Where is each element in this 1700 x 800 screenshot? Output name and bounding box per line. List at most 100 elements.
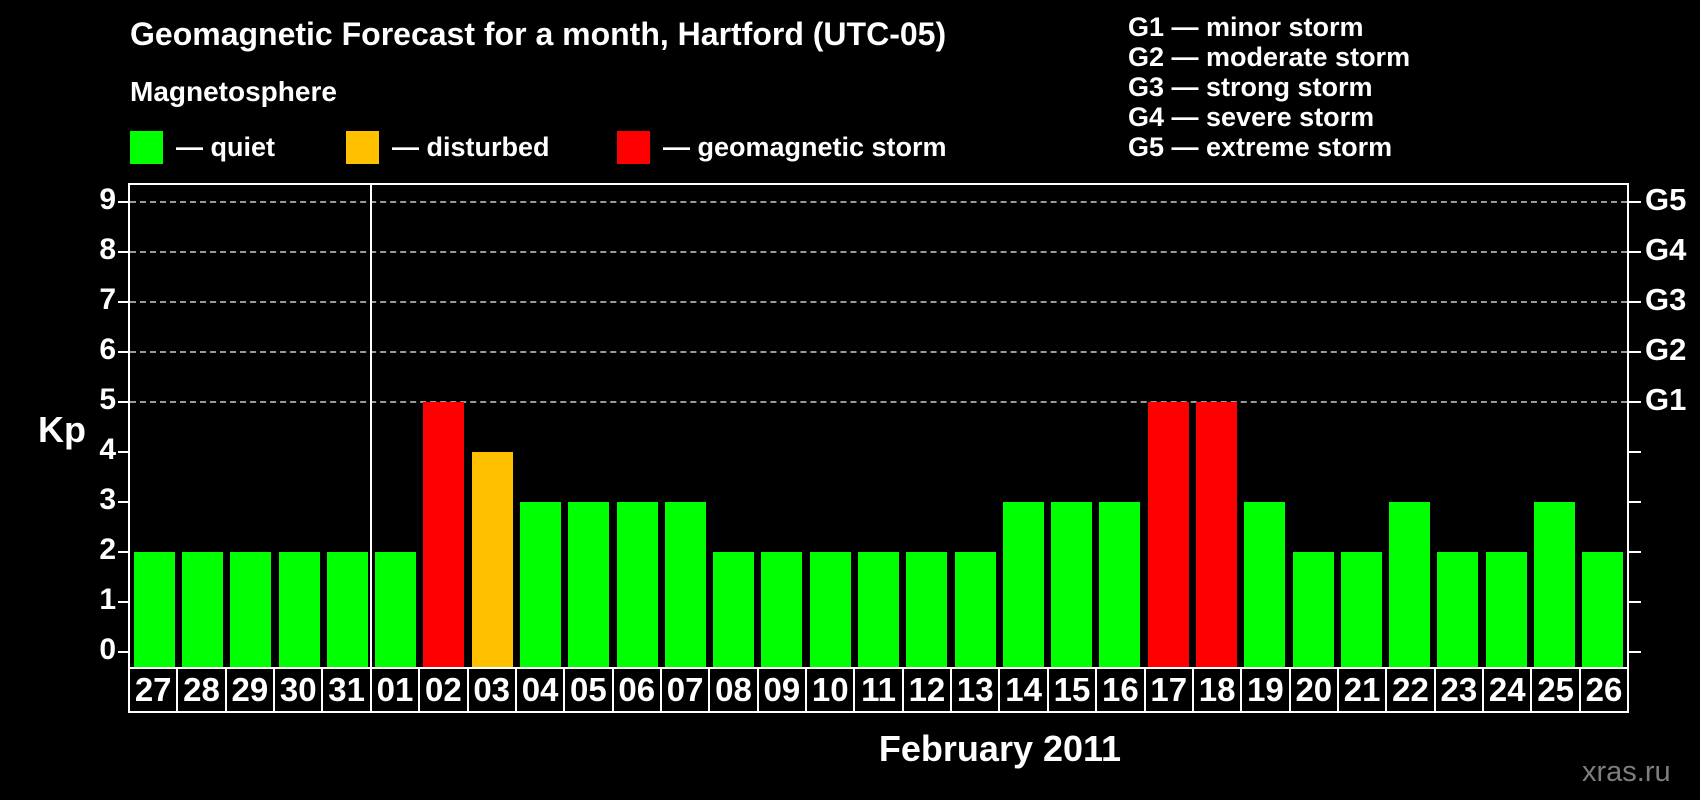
y-axis-tick bbox=[118, 500, 128, 503]
g-scale-line: G2 — moderate storm bbox=[1128, 42, 1411, 72]
month-separator-line bbox=[370, 185, 373, 669]
day-label-cell: 26 bbox=[1578, 667, 1630, 713]
storm-swatch-icon bbox=[617, 131, 650, 164]
y-tick-label: 1 bbox=[99, 582, 116, 616]
kp-bar-day-21 bbox=[1340, 551, 1382, 669]
y-tick-label: 8 bbox=[99, 233, 116, 267]
day-label-cell: 09 bbox=[756, 667, 808, 713]
y-axis-tick bbox=[1629, 650, 1641, 653]
day-label-cell: 17 bbox=[1143, 667, 1194, 713]
disturbed-swatch-icon bbox=[346, 131, 379, 164]
gridline-kp-5 bbox=[130, 401, 1627, 404]
right-axis-label-g2: G2 bbox=[1645, 332, 1687, 368]
kp-bar-day-04 bbox=[519, 501, 561, 669]
y-axis-label: Kp bbox=[38, 409, 86, 450]
kp-bar-day-20 bbox=[1292, 551, 1334, 669]
kp-bar-day-26 bbox=[1582, 551, 1624, 669]
right-axis-label-g4: G4 bbox=[1645, 232, 1687, 268]
y-axis-tick bbox=[1629, 600, 1641, 603]
day-label-cell: 22 bbox=[1385, 667, 1436, 713]
kp-bar-day-18 bbox=[1196, 402, 1238, 669]
kp-bar-day-30 bbox=[278, 551, 320, 669]
y-axis-tick bbox=[1629, 201, 1641, 204]
y-axis-tick bbox=[1629, 351, 1641, 354]
day-label-cell: 25 bbox=[1530, 667, 1581, 713]
y-tick-label: 6 bbox=[99, 333, 116, 367]
day-label-cell: 01 bbox=[369, 667, 421, 713]
y-axis-tick bbox=[1629, 500, 1641, 503]
legend-item-storm: — geomagnetic storm bbox=[617, 131, 947, 164]
day-label-cell: 04 bbox=[514, 667, 566, 713]
kp-bar-day-28 bbox=[181, 551, 223, 669]
day-label-cell: 19 bbox=[1240, 667, 1291, 713]
legend-item-label: — geomagnetic storm bbox=[663, 132, 947, 162]
day-label-cell: 02 bbox=[418, 667, 469, 713]
day-label-cell: 29 bbox=[224, 667, 276, 713]
right-axis-label-g3: G3 bbox=[1645, 282, 1687, 318]
y-axis-tick bbox=[1629, 450, 1641, 453]
y-axis-tick bbox=[1629, 550, 1641, 553]
day-label-cell: 14 bbox=[998, 667, 1049, 713]
kp-bar-day-09 bbox=[761, 551, 803, 669]
g-scale-line: G4 — severe storm bbox=[1128, 102, 1375, 132]
day-label-cell: 03 bbox=[466, 667, 517, 713]
day-label-row: 27 28 29 30 31 01 02 03 04 05 06 07 08 09 10 11 12 13 14 15… bbox=[128, 667, 1630, 713]
kp-bar-day-16 bbox=[1099, 501, 1141, 669]
y-axis-tick bbox=[118, 401, 128, 404]
kp-bar-day-10 bbox=[809, 551, 851, 669]
kp-bar-day-14 bbox=[1002, 501, 1044, 669]
g-scale-line: G1 — minor storm bbox=[1128, 12, 1364, 42]
day-label-cell: 13 bbox=[950, 667, 1001, 713]
kp-bar-day-25 bbox=[1534, 501, 1576, 669]
y-axis-tick bbox=[118, 600, 128, 603]
y-axis-tick bbox=[118, 450, 128, 453]
kp-bar-day-06 bbox=[616, 501, 658, 669]
gridline-kp-9 bbox=[130, 201, 1627, 204]
y-tick-label: 2 bbox=[99, 532, 116, 566]
day-label-cell: 27 bbox=[128, 667, 179, 713]
kp-bar-day-19 bbox=[1244, 501, 1286, 669]
y-axis-tick bbox=[1629, 251, 1641, 254]
legend-item-quiet: — quiet bbox=[130, 131, 275, 164]
right-axis-label-g5: G5 bbox=[1645, 182, 1687, 218]
chart-title: Geomagnetic Forecast for a month, Hartfo… bbox=[130, 16, 947, 52]
gridline-kp-7 bbox=[130, 301, 1627, 304]
kp-bar-day-24 bbox=[1485, 551, 1527, 669]
watermark: xras.ru bbox=[1582, 756, 1671, 788]
y-axis-tick bbox=[1629, 401, 1641, 404]
day-label-cell: 10 bbox=[805, 667, 856, 713]
kp-bar-day-02 bbox=[423, 402, 465, 669]
y-tick-label: 0 bbox=[99, 632, 116, 666]
legend-item-disturbed: — disturbed bbox=[346, 131, 550, 164]
day-label-cell: 24 bbox=[1482, 667, 1533, 713]
y-tick-label: 9 bbox=[99, 183, 116, 217]
kp-bar-day-29 bbox=[230, 551, 272, 669]
kp-bar-day-03 bbox=[471, 451, 513, 669]
y-axis-tick bbox=[118, 650, 128, 653]
kp-bar-day-01 bbox=[375, 551, 417, 669]
day-label-cell: 16 bbox=[1095, 667, 1146, 713]
kp-bar-day-05 bbox=[568, 501, 610, 669]
right-axis-label-g1: G1 bbox=[1645, 382, 1687, 418]
gridline-kp-6 bbox=[130, 351, 1627, 354]
y-axis-tick bbox=[118, 251, 128, 254]
quiet-swatch-icon bbox=[130, 131, 163, 164]
plot-area bbox=[118, 183, 1641, 671]
kp-bar-day-11 bbox=[858, 551, 899, 669]
y-axis-tick bbox=[118, 301, 128, 304]
y-tick-label: 4 bbox=[99, 432, 116, 466]
kp-bar-day-17 bbox=[1147, 402, 1189, 669]
kp-bar-day-07 bbox=[664, 501, 706, 669]
day-label-cell: 20 bbox=[1288, 667, 1339, 713]
legend-title: Magnetosphere bbox=[130, 76, 337, 107]
day-label-cell: 28 bbox=[176, 667, 227, 713]
y-axis-tick bbox=[118, 550, 128, 553]
y-tick-label: 7 bbox=[99, 283, 116, 317]
kp-bar-day-13 bbox=[954, 551, 996, 669]
kp-bar-day-31 bbox=[326, 551, 368, 669]
day-label-cell: 15 bbox=[1046, 667, 1098, 713]
day-label-cell: 07 bbox=[659, 667, 711, 713]
day-label-cell: 12 bbox=[901, 667, 953, 713]
kp-bar-day-22 bbox=[1389, 501, 1431, 669]
